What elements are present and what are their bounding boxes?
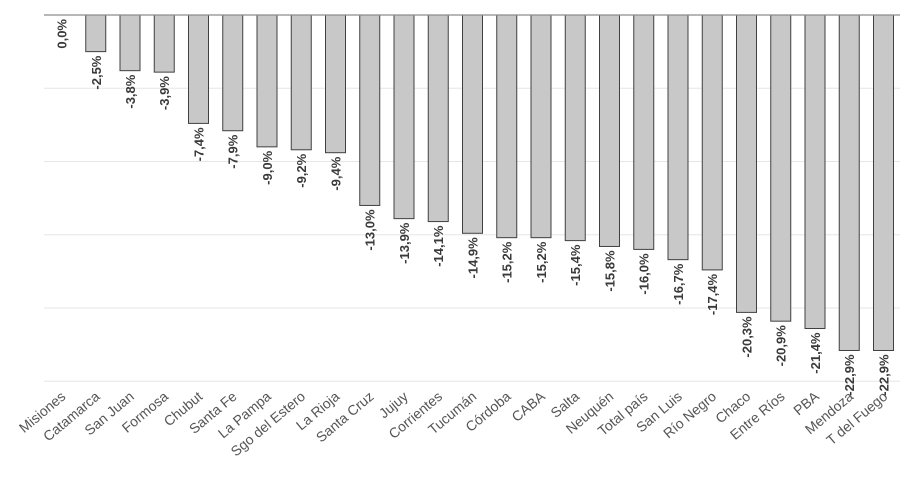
data-label: -7,9% [226, 134, 241, 168]
data-label: -20,9% [774, 325, 789, 367]
bar [359, 14, 381, 206]
bar [530, 14, 552, 239]
data-label: -9,4% [329, 156, 344, 190]
bars [85, 14, 894, 351]
data-label: -13,9% [397, 222, 412, 264]
bar [462, 14, 483, 234]
bar [496, 14, 518, 239]
bar [804, 14, 826, 330]
bar [873, 14, 894, 351]
data-label: -15,8% [603, 250, 618, 292]
gridlines [44, 87, 900, 382]
data-label: -17,4% [705, 273, 720, 315]
category-label: CABA [508, 388, 548, 425]
data-label: 0,0% [55, 19, 70, 49]
data-label: -15,2% [534, 241, 549, 283]
data-label: -2,5% [89, 55, 104, 89]
bar [85, 14, 107, 53]
bar [701, 14, 723, 271]
bar [222, 14, 244, 132]
bar [393, 14, 415, 220]
data-label: -22,9% [842, 354, 857, 396]
data-label: -15,2% [500, 241, 515, 283]
data-label: -21,4% [808, 332, 823, 374]
bar [256, 14, 278, 148]
bar [633, 14, 655, 250]
bar [290, 14, 312, 151]
bar [667, 14, 689, 261]
data-label: -14,1% [431, 225, 446, 267]
data-label: -22,9% [877, 354, 892, 396]
bar [770, 14, 792, 322]
bar [564, 14, 586, 242]
data-label: -20,3% [740, 316, 755, 358]
bar [427, 14, 449, 223]
bar [838, 14, 860, 351]
data-label: -13,0% [363, 209, 378, 251]
data-label: -7,4% [192, 127, 207, 161]
bar [599, 14, 620, 247]
data-label: -14,9% [466, 237, 481, 279]
bar [153, 14, 175, 73]
data-label: -9,0% [260, 150, 275, 184]
data-label: -9,2% [294, 153, 309, 187]
data-label: -3,8% [123, 74, 138, 108]
data-labels: 0,0% -2,5% -3,8% -3,9% -7,4% -7,9% -9,0% -9,2% -… [55, 19, 892, 396]
bar [325, 14, 346, 154]
data-label: -3,9% [157, 76, 172, 110]
bar [119, 14, 141, 72]
bar [188, 14, 209, 124]
data-label: -15,4% [568, 244, 583, 286]
data-label: -16,0% [637, 253, 652, 295]
data-label: -16,7% [671, 263, 686, 305]
bar [736, 14, 757, 313]
